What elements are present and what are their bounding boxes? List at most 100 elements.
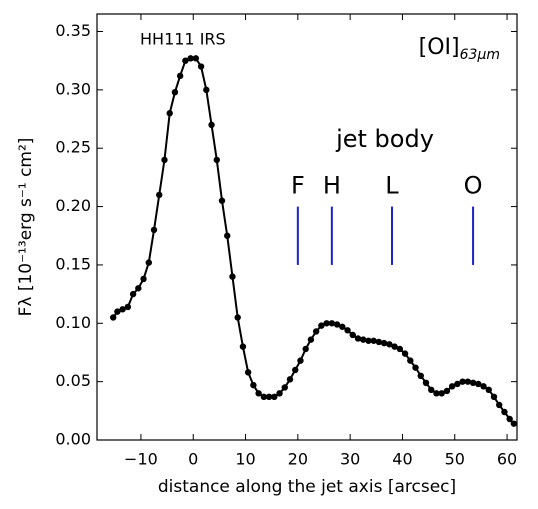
x-axis-label: distance along the jet axis [arcsec] <box>158 477 456 497</box>
data-point <box>145 259 152 266</box>
data-point <box>328 320 336 327</box>
data-point <box>276 390 283 397</box>
x-tick-label: 60 <box>497 450 517 469</box>
data-point <box>192 55 200 62</box>
data-point <box>485 386 492 394</box>
data-point <box>182 57 189 64</box>
line-name-main: [OI] <box>419 35 460 60</box>
data-point <box>443 387 451 395</box>
y-tick-label: 0.35 <box>55 21 91 40</box>
x-tick-label: 20 <box>288 450 308 469</box>
data-point <box>135 285 142 292</box>
data-point <box>114 308 121 315</box>
y-tick-label: 0.00 <box>55 430 91 449</box>
y-tick-label: 0.25 <box>55 138 91 157</box>
x-tick-label: 40 <box>392 450 412 469</box>
data-point <box>124 303 132 311</box>
data-point <box>213 156 220 164</box>
source-label: HH111 IRS <box>140 30 226 49</box>
data-point <box>464 378 472 385</box>
line-name: [OI]63μm <box>419 35 500 63</box>
y-tick-label: 0.20 <box>55 196 91 215</box>
data-point <box>422 379 430 387</box>
data-line <box>112 57 515 425</box>
data-point <box>119 306 126 313</box>
data-point <box>475 380 482 388</box>
data-point <box>349 331 356 339</box>
data-point <box>386 341 393 348</box>
data-point <box>428 386 435 394</box>
y-axis-label: Fλ [10⁻¹³erg s⁻¹ cm²] <box>16 138 36 317</box>
data-point <box>318 322 325 329</box>
data-point <box>490 393 498 401</box>
data-point <box>448 383 456 390</box>
x-tick-label: 0 <box>188 450 198 469</box>
data-point <box>110 314 117 321</box>
data-point <box>255 390 262 397</box>
data-point <box>312 328 320 335</box>
data-point <box>166 110 173 117</box>
region-label: jet body <box>335 125 434 153</box>
data-point <box>286 376 294 383</box>
data-point <box>412 364 419 371</box>
data-point <box>370 337 377 344</box>
data-point <box>229 273 236 280</box>
data-point <box>250 381 257 389</box>
data-point <box>323 320 330 327</box>
x-tick-label: 50 <box>445 450 465 469</box>
y-tick-label: 0.05 <box>55 371 91 390</box>
x-tick-label: −10 <box>124 450 158 469</box>
data-point <box>239 343 247 350</box>
data-point <box>417 372 424 380</box>
data-point <box>234 314 241 321</box>
data-point <box>297 357 304 364</box>
data-point <box>433 390 440 397</box>
y-tick-label: 0.10 <box>55 313 91 332</box>
data-point <box>339 323 346 330</box>
data-point <box>375 338 383 346</box>
data-point <box>271 393 278 401</box>
data-point <box>401 350 409 357</box>
data-point <box>140 275 147 283</box>
data-point <box>396 345 404 353</box>
plot-frame <box>96 13 518 441</box>
data-point <box>407 357 414 364</box>
data-point <box>501 408 508 416</box>
line-name-sub: 63μm <box>460 47 500 63</box>
knot-label: O <box>464 172 483 200</box>
data-point <box>480 383 487 390</box>
x-tick-label: 10 <box>235 450 255 469</box>
data-point <box>208 121 215 129</box>
data-point <box>187 55 194 62</box>
x-tick-label: 30 <box>340 450 360 469</box>
data-point <box>354 335 362 342</box>
data-point <box>176 72 184 80</box>
data-point <box>150 226 158 234</box>
data-point <box>161 156 168 164</box>
data-point <box>129 290 137 298</box>
data-point <box>360 336 367 343</box>
y-tick-label: 0.15 <box>55 254 91 273</box>
data-point <box>197 63 205 70</box>
data-point <box>510 420 518 427</box>
data-point <box>438 390 445 397</box>
data-point <box>496 401 503 409</box>
data-point <box>344 327 351 334</box>
knot-label: F <box>291 172 305 200</box>
data-point <box>292 366 299 374</box>
data-point <box>506 415 513 423</box>
data-point <box>260 393 268 401</box>
data-point <box>281 384 288 391</box>
data-point <box>391 343 398 350</box>
data-point <box>333 321 341 328</box>
knot-label: L <box>385 172 399 200</box>
data-point <box>365 337 372 344</box>
data-point <box>265 393 273 401</box>
knot-label: H <box>323 172 341 200</box>
data-point <box>469 379 477 387</box>
data-point <box>459 378 466 385</box>
data-point <box>380 339 388 347</box>
data-point <box>218 197 226 204</box>
data-point <box>307 336 315 343</box>
